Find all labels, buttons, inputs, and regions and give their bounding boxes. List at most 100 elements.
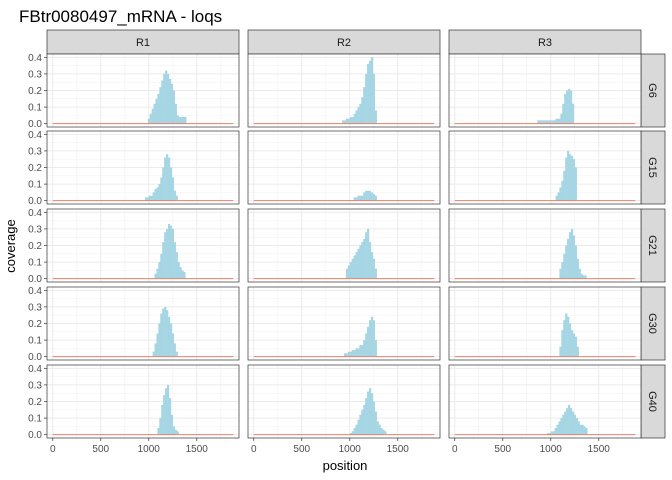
coverage-bar [361, 97, 364, 124]
coverage-bar [345, 268, 349, 279]
coverage-bar [353, 255, 356, 279]
coverage-bar [180, 117, 183, 124]
x-tick-label: 1000 [540, 444, 563, 455]
y-tick-label: 0.0 [28, 196, 42, 207]
coverage-bar [374, 411, 377, 435]
coverage-bar [169, 323, 173, 357]
y-tick-label: 0.4 [28, 364, 42, 375]
coverage-bar [550, 431, 555, 435]
panel-r2-g30 [247, 286, 441, 361]
coverage-bar [365, 73, 368, 124]
coverage-bar [559, 187, 562, 201]
coverage-bar [176, 115, 179, 124]
coverage-bar [173, 190, 176, 201]
coverage-bar [183, 272, 186, 279]
coverage-bar [365, 398, 368, 435]
coverage-bar [567, 238, 570, 279]
panel-r3-g15 [448, 130, 642, 205]
coverage-bar [349, 262, 352, 279]
coverage-bar [570, 228, 574, 279]
x-tick-label: 1000 [138, 444, 161, 455]
panel-r1-g21: 0.0 0.1 0.2 0.3 0.4 [28, 208, 240, 285]
coverage-bar [159, 418, 162, 435]
chart-title: FBtr0080497_mRNA - loqs [19, 7, 222, 26]
coverage-bar [167, 316, 171, 357]
coverage-bar [166, 154, 169, 201]
coverage-bar [361, 195, 364, 201]
coverage-bar [179, 267, 182, 279]
coverage-bar [156, 333, 159, 357]
coverage-bar [355, 348, 360, 357]
panel-border [448, 364, 642, 439]
coverage-bar [168, 398, 172, 435]
coverage-bar [349, 117, 354, 124]
y-tick-label: 0.1 [28, 180, 42, 191]
coverage-bar [585, 428, 588, 435]
coverage-bar [155, 98, 158, 124]
coverage-bar [580, 273, 583, 279]
coverage-bar [353, 113, 356, 124]
x-tick-label: 1000 [339, 444, 362, 455]
y-tick-label: 0.2 [28, 397, 42, 408]
coverage-bar [157, 93, 160, 124]
x-tick-label: 500 [494, 444, 511, 455]
coverage-bar [560, 418, 563, 435]
coverage-bar [559, 268, 562, 279]
coverage-bar [172, 90, 175, 124]
coverage-bar [154, 189, 157, 201]
coverage-bar [158, 184, 161, 201]
coverage-bar [574, 245, 577, 279]
coverage-bar [357, 107, 360, 124]
coverage-bar [541, 120, 547, 124]
coverage-bar [565, 157, 568, 201]
column-strip [46, 29, 240, 55]
panel-r1-g40: 0.0 0.1 0.2 0.3 0.4 0 500 1000 1500 [28, 364, 240, 455]
coverage-bar [562, 414, 565, 435]
panel-border [247, 286, 441, 361]
coverage-bar [583, 426, 586, 435]
y-tick-label: 0.1 [28, 103, 42, 114]
coverage-bar [567, 316, 570, 357]
coverage-bar [351, 350, 356, 357]
coverage-bar [579, 424, 582, 435]
coverage-bar [147, 118, 151, 124]
coverage-bar [153, 103, 156, 124]
coverage-bar [370, 393, 374, 435]
coverage-bar [359, 414, 362, 435]
panel-r1-g6: 0.0 0.1 0.2 0.3 0.4 [28, 53, 240, 130]
y-tick-label: 0.2 [28, 163, 42, 174]
x-tick-label: 0 [452, 444, 458, 455]
coverage-bar [156, 268, 159, 279]
coverage-bar [353, 428, 356, 435]
y-tick-label: 0.0 [28, 274, 42, 285]
coverage-bar [363, 404, 366, 435]
coverage-bar [565, 245, 568, 279]
coverage-bar [355, 424, 358, 435]
coverage-bar [351, 431, 354, 435]
y-tick-label: 0.4 [28, 286, 42, 297]
y-tick-label: 0.1 [28, 336, 42, 347]
coverage-bar [156, 187, 159, 201]
coverage-bar [182, 117, 185, 124]
coverage-bar [560, 113, 563, 124]
x-tick-label: 500 [92, 444, 109, 455]
column-strip [448, 29, 642, 55]
coverage-bar [577, 421, 580, 435]
y-tick-label: 0.4 [28, 130, 42, 141]
x-axis-title: position [323, 458, 368, 473]
panel-r2-g15 [247, 130, 441, 205]
coverage-bar [149, 113, 152, 124]
x-tick-label: 1500 [387, 444, 410, 455]
coverage-bar [546, 433, 552, 435]
coverage-bar [550, 120, 556, 124]
panel-r2-g40: 0 500 1000 1500 [247, 364, 441, 455]
coverage-bar [167, 384, 170, 435]
coverage-bar [363, 340, 366, 357]
y-tick-label: 0.1 [28, 258, 42, 269]
coverage-bar [160, 253, 163, 279]
row-strip [640, 53, 666, 128]
coverage-bar [566, 408, 569, 435]
coverage-bar [154, 273, 157, 279]
coverage-bar [563, 253, 566, 279]
y-tick-label: 0.0 [28, 352, 42, 363]
